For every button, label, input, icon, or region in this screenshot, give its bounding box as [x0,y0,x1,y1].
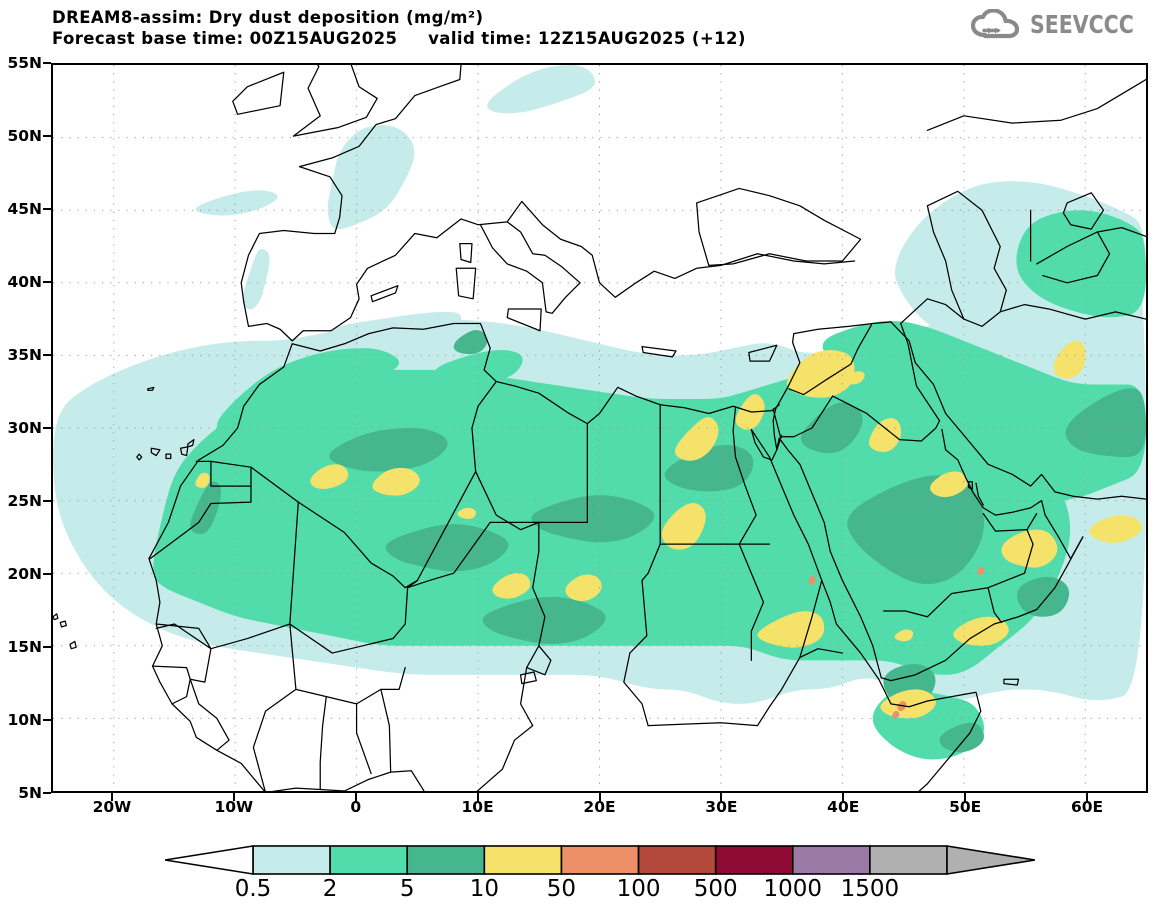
colorbar-swatches [165,845,1035,875]
y-tick [43,427,51,429]
dust-contour-fills [53,65,1146,760]
x-tick [1086,793,1089,801]
x-tick-label: 40E [827,798,860,816]
colorbar-tick-label: 1500 [840,876,900,902]
y-tick [43,281,51,283]
y-tick-label: 10N [7,711,42,729]
y-tick [43,354,51,356]
x-tick [964,793,967,801]
x-tick [476,793,479,801]
x-tick-label: 30E [705,798,738,816]
colorbar-tick-label: 5 [399,876,415,902]
x-tick [354,793,357,801]
y-tick [43,573,51,575]
y-axis-labels: 5N 10N 15N 20N 25N 30N 35N 40N 45N 50N 55N [0,0,46,907]
map-plot-area [51,63,1148,793]
chart-title: DREAM8-assim: Dry dust deposition (mg/m²… [52,8,484,27]
y-tick [43,719,51,721]
cloud-icon [971,9,1020,39]
y-tick-label: 50N [7,127,42,145]
y-tick-label: 5N [18,784,42,802]
colorbar-tick-label: 500 [693,876,738,902]
dust-deposition-map [53,65,1146,791]
colorbar-tick-label: 100 [616,876,661,902]
x-tick-label: 0 [350,798,362,816]
x-tick [110,793,113,801]
y-tick-label: 55N [7,54,42,72]
y-tick [43,646,51,648]
colorbar-tick-label: 2 [322,876,338,902]
colorbar-tick-label: 50 [546,876,577,902]
colorbar-tick-label: 10 [469,876,499,902]
colorbar [165,845,1035,875]
y-tick-label: 20N [7,565,42,583]
coastlines-and-borders [53,65,1146,791]
x-tick-label: 50E [949,798,982,816]
x-tick-label: 20E [583,798,616,816]
x-tick-label: 60E [1070,798,1104,816]
x-tick [598,793,601,801]
logo-text: SEEVCCC [1030,9,1135,39]
chart-subtitle: Forecast base time: 00Z15AUG2025 valid t… [52,29,746,48]
x-tick [232,793,235,801]
x-tick [720,793,723,801]
x-tick-label: 10W [214,798,254,816]
colorbar-tick-label: 0.5 [234,876,272,902]
y-tick [43,792,51,794]
x-tick-label: 10E [461,798,494,816]
y-tick-label: 40N [7,273,42,291]
y-tick-label: 35N [7,346,42,364]
y-tick-label: 30N [7,419,42,437]
y-tick-label: 25N [7,492,42,510]
y-tick [43,208,51,210]
x-tick-label: 20W [92,798,132,816]
x-tick [842,793,845,801]
seevccc-logo: SEEVCCC [971,9,1157,39]
y-tick [43,135,51,137]
colorbar-tick-label: 1000 [763,876,823,902]
y-tick-label: 15N [7,638,42,656]
y-tick [43,500,51,502]
y-tick-label: 45N [7,200,42,218]
y-tick [43,62,51,64]
